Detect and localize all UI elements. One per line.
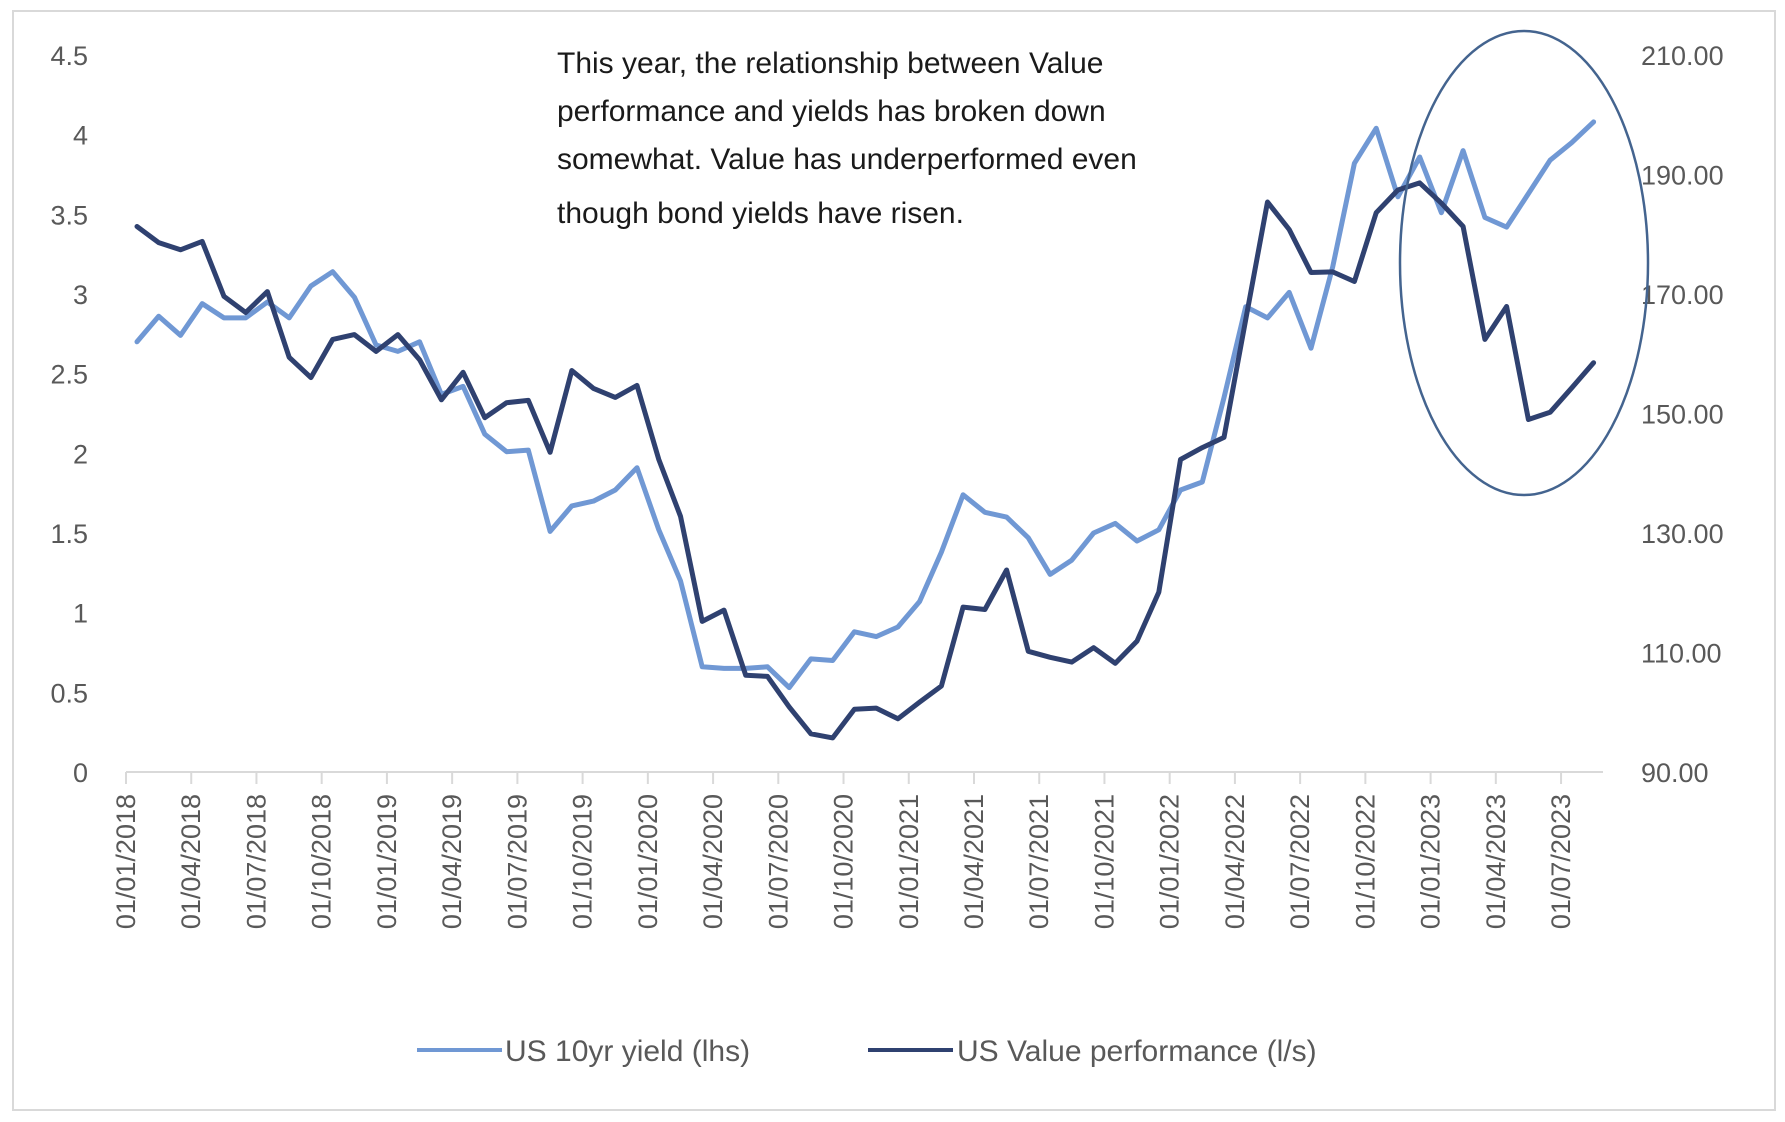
x-tick-label: 01/01/2020: [633, 794, 663, 929]
x-tick-label: 01/01/2021: [894, 794, 924, 929]
y-right-tick-label: 90.00: [1641, 758, 1709, 788]
y-right-tick-label: 150.00: [1641, 400, 1724, 430]
y-left-tick-label: 4: [73, 121, 88, 151]
y-left-tick-label: 3.5: [50, 200, 88, 230]
x-tick-label: 01/07/2020: [763, 794, 793, 929]
x-tick-label: 01/04/2020: [698, 794, 728, 929]
y-left-tick-label: 1.5: [50, 519, 88, 549]
x-tick-label: 01/01/2022: [1155, 794, 1185, 929]
annotation-line-4: though bond yields have risen.: [557, 197, 964, 230]
x-tick-label: 01/10/2019: [568, 794, 598, 929]
x-tick-label: 01/04/2022: [1220, 794, 1250, 929]
chart-frame: [12, 10, 1776, 1111]
x-tick-label: 01/04/2023: [1481, 794, 1511, 929]
series-line-us-value-performance: [134, 180, 1597, 741]
highlight-ellipse: [1398, 29, 1650, 497]
y-left-tick-label: 4.5: [50, 41, 88, 71]
legend-label-value: US Value performance (l/s): [957, 1035, 1317, 1068]
annotation-line-3: somewhat. Value has underperformed even: [557, 143, 1137, 176]
x-tick-label: 01/07/2022: [1285, 794, 1315, 929]
x-tick-label: 01/04/2019: [437, 794, 467, 929]
y-left-tick-label: 0: [73, 758, 88, 788]
y-right-tick-label: 170.00: [1641, 280, 1724, 310]
x-tick-label: 01/10/2018: [307, 794, 337, 929]
x-tick-label: 01/10/2020: [829, 794, 859, 929]
y-right-tick-label: 130.00: [1641, 519, 1724, 549]
annotation-line-2: performance and yields has broken down: [557, 95, 1106, 128]
y-right-tick-label: 110.00: [1641, 639, 1722, 669]
legend-label-yield: US 10yr yield (lhs): [505, 1035, 750, 1068]
annotation-line-1: This year, the relationship between Valu…: [557, 47, 1103, 80]
y-left-tick-label: 0.5: [50, 678, 88, 708]
series-lines: [134, 119, 1597, 741]
x-tick-label: 01/01/2019: [372, 794, 402, 929]
x-tick-label: 01/01/2018: [111, 794, 141, 929]
x-tick-label: 01/07/2023: [1546, 794, 1576, 929]
y-right-tick-label: 210.00: [1641, 41, 1724, 71]
x-tick-label: 01/04/2018: [176, 794, 206, 929]
y-left-tick-label: 2: [73, 439, 88, 469]
legend: US 10yr yield (lhs) US Value performance…: [417, 1035, 1317, 1068]
x-tick-label: 01/04/2021: [959, 794, 989, 929]
y-left-tick-label: 2.5: [50, 360, 88, 390]
x-tick-label: 01/07/2021: [1024, 794, 1054, 929]
x-tick-label: 01/10/2022: [1350, 794, 1380, 929]
annotation-group: This year, the relationship between Valu…: [557, 29, 1650, 497]
axes: 01/01/2018 01/04/2018 01/07/2018 01/10/2018…: [50, 41, 1723, 929]
x-tick-label: 01/07/2019: [502, 794, 532, 929]
x-tick-label: 01/10/2021: [1089, 794, 1119, 929]
y-right-tick-label: 190.00: [1641, 161, 1724, 191]
y-left-tick-label: 3: [73, 280, 88, 310]
x-tick-label: 01/01/2023: [1416, 794, 1446, 929]
y-left-tick-label: 1: [73, 599, 88, 629]
x-tick-label: 01/07/2018: [241, 794, 271, 929]
